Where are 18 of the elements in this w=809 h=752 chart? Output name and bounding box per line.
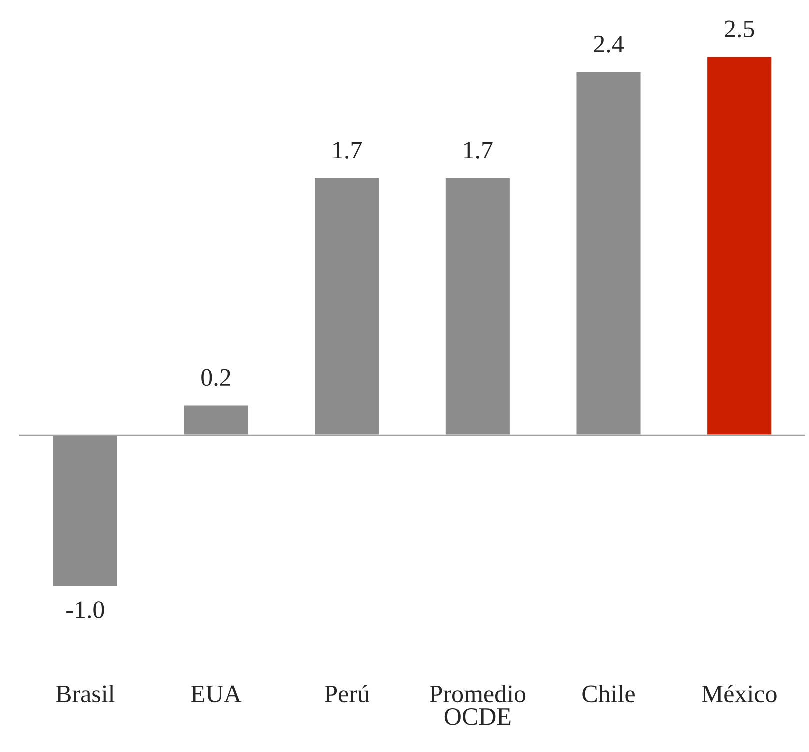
bar [182,404,250,436]
x-tick-label: México [702,684,777,703]
x-tick-label: Perú [324,684,370,703]
data-label: 2.4 [594,36,624,53]
bar [314,177,380,436]
x-tick-label: Promedio OCDE [430,685,526,726]
x-tick-label: Brasil [56,685,115,703]
data-label: -1.0 [66,602,104,619]
bar [52,434,119,588]
bar [575,70,642,436]
data-label: 0.2 [202,369,230,386]
x-tick-label: EUA [191,686,242,703]
data-label: 1.7 [464,142,493,159]
data-label: 1.7 [334,142,362,159]
x-tick-label: Chile [582,685,635,703]
bar [706,56,773,436]
bar [444,177,512,436]
data-label: 2.5 [725,20,754,38]
